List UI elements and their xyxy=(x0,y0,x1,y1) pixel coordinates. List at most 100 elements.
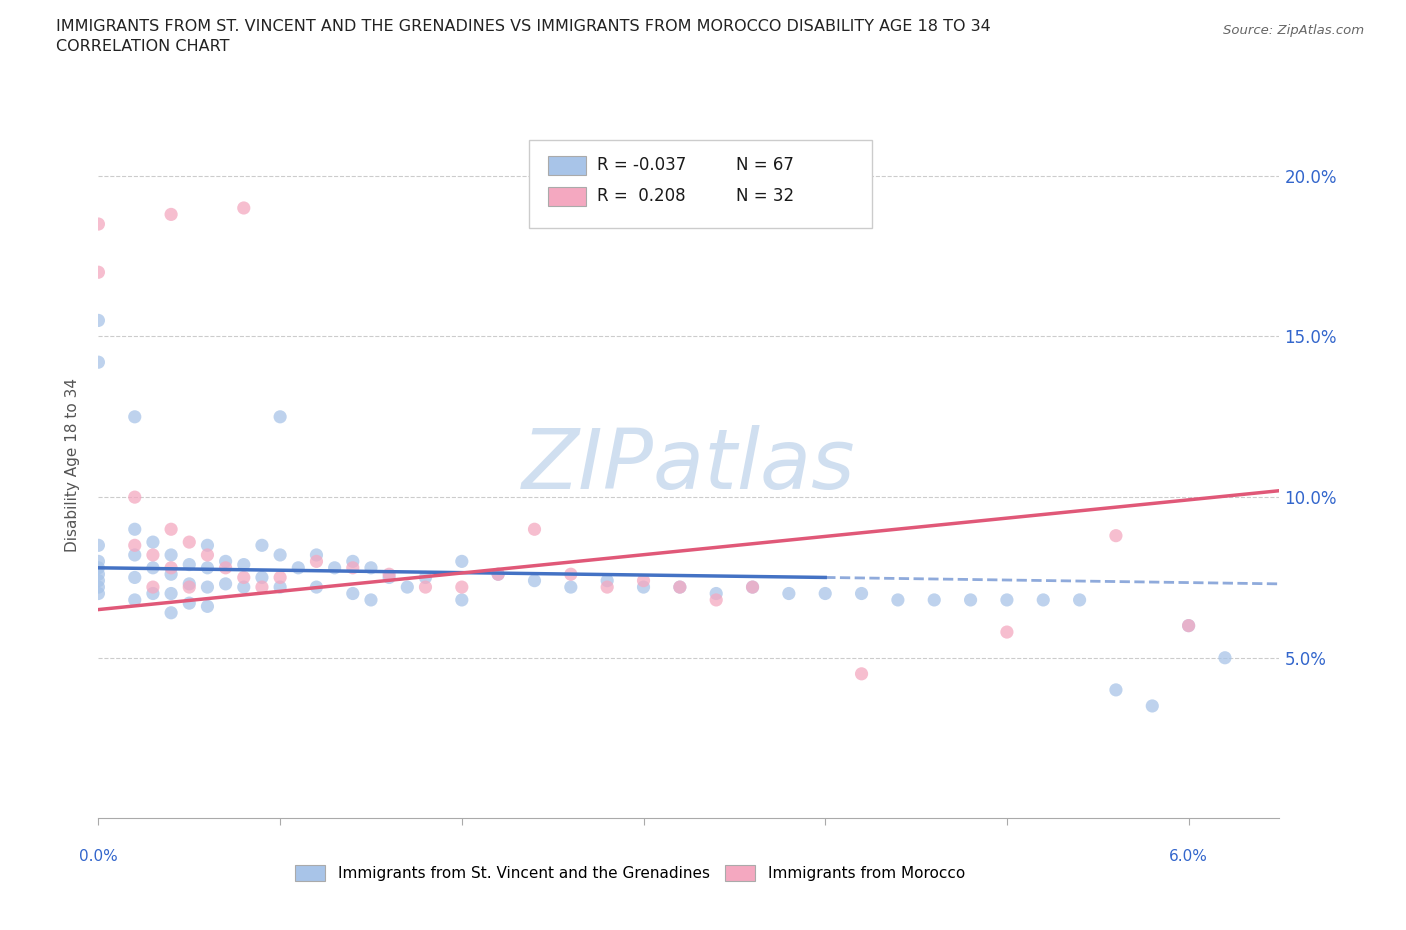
Text: 0.0%: 0.0% xyxy=(79,849,118,864)
Point xyxy=(450,592,472,607)
Point xyxy=(232,557,254,572)
Point xyxy=(305,579,328,594)
Point xyxy=(378,570,401,585)
Point xyxy=(142,586,165,601)
Point xyxy=(596,579,619,594)
Point xyxy=(633,573,655,588)
Point xyxy=(124,570,146,585)
Point xyxy=(87,265,110,280)
Point xyxy=(197,538,219,552)
Point xyxy=(160,566,183,581)
Point xyxy=(179,535,201,550)
Point xyxy=(214,561,236,576)
Point xyxy=(669,579,692,594)
Point xyxy=(87,586,110,601)
Text: ZIPatlas: ZIPatlas xyxy=(522,424,856,506)
Point xyxy=(232,570,254,585)
Point xyxy=(179,557,201,572)
Text: N = 67: N = 67 xyxy=(737,155,794,174)
Point xyxy=(1032,592,1054,607)
Point xyxy=(87,354,110,369)
Y-axis label: Disability Age 18 to 34: Disability Age 18 to 34 xyxy=(65,378,80,552)
Point xyxy=(124,538,146,552)
Point xyxy=(87,313,110,328)
Point xyxy=(887,592,910,607)
Point xyxy=(197,599,219,614)
Point xyxy=(342,561,364,576)
FancyBboxPatch shape xyxy=(548,156,586,175)
Point xyxy=(87,573,110,588)
Point xyxy=(1105,683,1128,698)
Point xyxy=(704,586,727,601)
Point xyxy=(360,592,382,607)
Point xyxy=(851,667,873,682)
FancyBboxPatch shape xyxy=(530,140,872,228)
Point xyxy=(560,579,582,594)
Point xyxy=(995,625,1018,640)
Point xyxy=(214,577,236,591)
Point xyxy=(124,490,146,505)
Point xyxy=(269,570,291,585)
Point xyxy=(124,522,146,537)
Text: Source: ZipAtlas.com: Source: ZipAtlas.com xyxy=(1223,24,1364,37)
Point xyxy=(922,592,945,607)
Point xyxy=(287,561,309,576)
Point xyxy=(1177,618,1199,633)
Point xyxy=(214,554,236,569)
Point xyxy=(124,548,146,563)
Text: IMMIGRANTS FROM ST. VINCENT AND THE GRENADINES VS IMMIGRANTS FROM MOROCCO DISABI: IMMIGRANTS FROM ST. VINCENT AND THE GREN… xyxy=(56,19,991,33)
Point xyxy=(305,548,328,563)
Text: CORRELATION CHART: CORRELATION CHART xyxy=(56,39,229,54)
Point xyxy=(160,548,183,563)
Point xyxy=(851,586,873,601)
Legend: Immigrants from St. Vincent and the Grenadines, Immigrants from Morocco: Immigrants from St. Vincent and the Gren… xyxy=(295,866,965,882)
Text: R =  0.208: R = 0.208 xyxy=(596,187,686,205)
Point xyxy=(778,586,800,601)
Point xyxy=(323,561,346,576)
Text: R = -0.037: R = -0.037 xyxy=(596,155,686,174)
Point xyxy=(1177,618,1199,633)
Point xyxy=(269,579,291,594)
Point xyxy=(87,538,110,552)
Point xyxy=(142,579,165,594)
Point xyxy=(741,579,763,594)
Point xyxy=(87,579,110,594)
Point xyxy=(197,548,219,563)
Point xyxy=(232,201,254,216)
Point xyxy=(342,554,364,569)
Point xyxy=(179,596,201,611)
Point xyxy=(124,592,146,607)
Point xyxy=(360,561,382,576)
Point xyxy=(741,579,763,594)
Text: 6.0%: 6.0% xyxy=(1170,849,1208,864)
Point xyxy=(87,561,110,576)
Point xyxy=(179,577,201,591)
Point xyxy=(450,579,472,594)
Point xyxy=(160,207,183,222)
Point xyxy=(250,538,273,552)
Text: N = 32: N = 32 xyxy=(737,187,794,205)
Point xyxy=(87,566,110,581)
Point xyxy=(269,548,291,563)
Point xyxy=(87,554,110,569)
Point xyxy=(633,579,655,594)
Point xyxy=(396,579,419,594)
Point xyxy=(560,566,582,581)
Point xyxy=(378,566,401,581)
Point xyxy=(250,579,273,594)
Point xyxy=(523,573,546,588)
Point xyxy=(305,554,328,569)
Point xyxy=(142,561,165,576)
Point xyxy=(995,592,1018,607)
Point xyxy=(669,579,692,594)
Point xyxy=(1069,592,1091,607)
Point xyxy=(250,570,273,585)
FancyBboxPatch shape xyxy=(548,187,586,206)
Point xyxy=(959,592,981,607)
Point xyxy=(142,548,165,563)
Point xyxy=(486,566,509,581)
Point xyxy=(232,579,254,594)
Point xyxy=(342,586,364,601)
Point xyxy=(415,579,437,594)
Point xyxy=(415,570,437,585)
